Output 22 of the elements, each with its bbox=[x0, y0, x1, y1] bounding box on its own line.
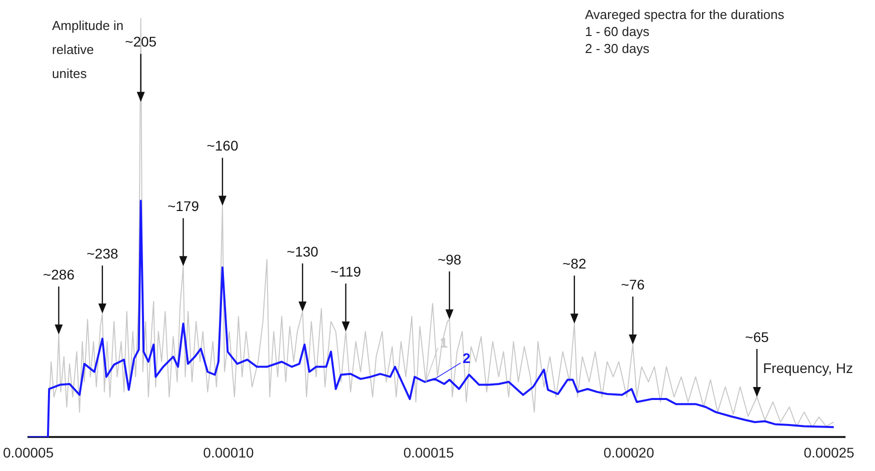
x-tick-label: 0.00015 bbox=[403, 444, 454, 460]
x-tick-label: 0.00025 bbox=[804, 444, 854, 460]
annotation: ~179 bbox=[167, 198, 200, 214]
annotation: ~119 bbox=[330, 263, 362, 280]
annotation: ~130 bbox=[286, 243, 319, 260]
series-label: 2 bbox=[462, 350, 471, 366]
y-axis-title: Amplitude in relative unites bbox=[52, 17, 124, 83]
annotation: Avareged spectra for the durations bbox=[585, 6, 784, 23]
x-tick-label: 0.00010 bbox=[203, 444, 254, 460]
annotation: ~98 bbox=[438, 251, 462, 268]
annotation: ~205 bbox=[125, 34, 157, 50]
x-tick-label: 0.00020 bbox=[604, 444, 654, 460]
x-axis-title: Frequency, Hz bbox=[763, 360, 853, 376]
x-tick-label: 0.00005 bbox=[3, 444, 54, 460]
annotation: 1 - 60 days bbox=[585, 23, 650, 40]
annotation: 2 - 30 days bbox=[585, 40, 650, 57]
annotation: ~65 bbox=[745, 328, 770, 345]
annotation: ~82 bbox=[562, 255, 586, 272]
annotation: ~238 bbox=[86, 245, 118, 262]
annotation: ~76 bbox=[620, 276, 645, 292]
annotation: ~160 bbox=[206, 138, 238, 154]
annotation: ~286 bbox=[42, 266, 75, 282]
